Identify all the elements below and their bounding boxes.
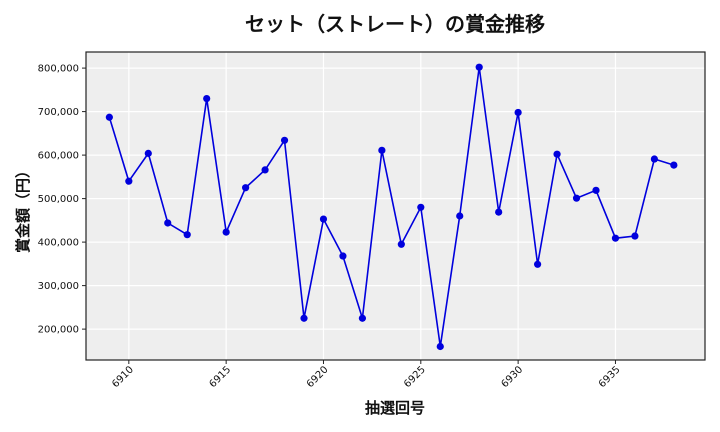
data-point-marker [378, 146, 386, 154]
data-point-marker [611, 234, 620, 242]
data-point-marker [125, 177, 133, 185]
y-tick-label: 800,000 [38, 64, 79, 75]
x-tick-label: 6925 [402, 364, 428, 390]
x-axis-ticks: 6910 6915 6920 6925 6930 6935 [110, 360, 623, 390]
x-tick-label: 6910 [110, 364, 136, 390]
data-point-marker [631, 232, 639, 240]
data-point-marker [183, 231, 191, 239]
data-point-marker [475, 63, 483, 71]
data-point-marker [144, 149, 152, 157]
y-tick-label: 700,000 [38, 107, 79, 118]
chart-title: セット（ストレート）の賞金推移 [245, 12, 545, 36]
data-point-marker [417, 203, 425, 211]
y-tick-label: 300,000 [38, 281, 79, 292]
data-point-marker [397, 240, 405, 248]
data-point-marker [105, 113, 113, 121]
y-axis-ticks: 200,000 300,000 400,000 500,000 600,000 700,0… [38, 64, 86, 336]
data-point-marker [242, 184, 250, 192]
data-point-marker [203, 94, 211, 103]
data-point-marker [553, 150, 561, 158]
data-point-marker [592, 186, 600, 194]
data-point-marker [670, 161, 678, 169]
x-tick-label: 6920 [305, 364, 331, 390]
x-axis-label: 抽選回号 [365, 399, 425, 417]
data-series [105, 63, 678, 351]
data-point-marker [436, 342, 444, 351]
gridlines [86, 52, 705, 360]
y-tick-label: 600,000 [38, 151, 79, 162]
data-point-marker [514, 108, 522, 117]
plot-frame [85, 51, 706, 361]
data-point-marker [456, 212, 464, 220]
y-tick-label: 500,000 [38, 194, 79, 205]
y-tick-label: 200,000 [38, 325, 79, 336]
data-point-marker [533, 260, 542, 268]
data-point-marker [300, 314, 308, 322]
data-point-marker [495, 208, 503, 216]
data-point-marker [572, 194, 581, 202]
data-point-marker [339, 252, 347, 260]
y-tick-label: 400,000 [38, 238, 79, 249]
data-point-marker [280, 136, 289, 144]
y-axis-label: 賞金額（円） [14, 163, 32, 253]
data-point-marker [164, 219, 172, 227]
data-point-marker [261, 166, 269, 174]
plot-area [86, 52, 705, 360]
x-tick-label: 6930 [499, 364, 525, 390]
data-point-marker [358, 314, 367, 322]
x-tick-label: 6915 [207, 364, 233, 390]
data-point-marker [319, 215, 328, 223]
x-tick-label: 6935 [597, 364, 623, 390]
data-point-marker [650, 155, 658, 163]
data-point-marker [222, 228, 230, 236]
